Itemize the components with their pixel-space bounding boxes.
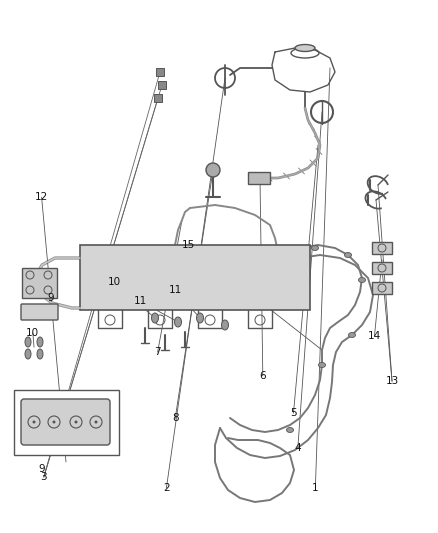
Text: 7: 7 — [154, 347, 161, 357]
Circle shape — [32, 421, 35, 424]
Ellipse shape — [25, 337, 31, 347]
FancyBboxPatch shape — [21, 399, 110, 445]
Bar — [14, 390, 119, 455]
Text: 6: 6 — [259, 371, 266, 381]
Text: 5: 5 — [290, 408, 297, 418]
FancyBboxPatch shape — [80, 245, 310, 310]
Bar — [372, 262, 392, 274]
Text: 4: 4 — [294, 443, 301, 453]
Ellipse shape — [197, 313, 204, 323]
Bar — [154, 94, 162, 102]
Ellipse shape — [311, 246, 318, 251]
Text: 3: 3 — [40, 472, 47, 482]
Text: 10: 10 — [26, 328, 39, 338]
Ellipse shape — [295, 44, 315, 52]
FancyBboxPatch shape — [21, 304, 58, 320]
Circle shape — [74, 421, 78, 424]
Ellipse shape — [152, 313, 159, 323]
Circle shape — [95, 421, 98, 424]
Ellipse shape — [25, 349, 31, 359]
Ellipse shape — [174, 317, 181, 327]
Circle shape — [206, 163, 220, 177]
Ellipse shape — [349, 333, 356, 337]
Text: 10: 10 — [107, 278, 120, 287]
Ellipse shape — [37, 349, 43, 359]
FancyBboxPatch shape — [22, 268, 57, 298]
Ellipse shape — [345, 253, 352, 257]
Text: 15: 15 — [182, 240, 195, 250]
Text: 11: 11 — [134, 296, 147, 306]
Text: 9: 9 — [38, 464, 45, 474]
Text: 1: 1 — [312, 483, 319, 492]
Bar — [158, 81, 166, 89]
Text: 8: 8 — [172, 414, 179, 423]
Ellipse shape — [286, 427, 293, 432]
Text: 13: 13 — [385, 376, 399, 386]
Text: 11: 11 — [169, 286, 182, 295]
Bar — [156, 68, 164, 76]
Ellipse shape — [222, 320, 229, 330]
Bar — [248, 172, 270, 184]
Circle shape — [53, 421, 56, 424]
Ellipse shape — [358, 278, 365, 282]
Ellipse shape — [37, 337, 43, 347]
Bar — [372, 282, 392, 294]
Text: 9: 9 — [47, 294, 54, 303]
Ellipse shape — [318, 362, 325, 367]
Text: 14: 14 — [368, 331, 381, 341]
Bar — [372, 242, 392, 254]
Text: 12: 12 — [35, 192, 48, 202]
Text: 2: 2 — [163, 483, 170, 492]
